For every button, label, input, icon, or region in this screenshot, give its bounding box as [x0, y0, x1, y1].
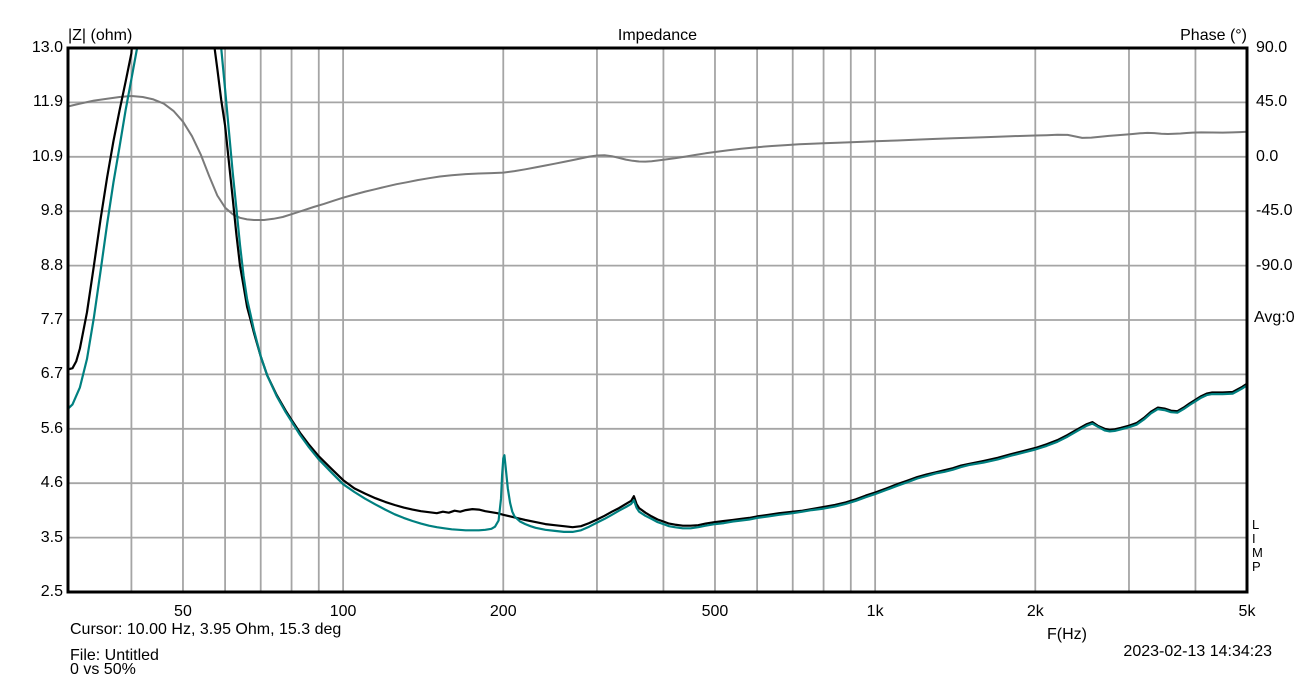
timestamp: 2023-02-13 14:34:23 — [1123, 643, 1272, 660]
y-left-tick-label: 10.9 — [31, 147, 63, 165]
x-tick-label: 2k — [1026, 603, 1044, 620]
impedance-measured-curve — [68, 48, 1247, 529]
overlay-compare-label: 0 vs 50% — [70, 661, 136, 678]
y-right-tick-label: 90.0 — [1256, 39, 1288, 56]
y-left-tick-label: 6.7 — [40, 365, 63, 383]
page-title: Impedance — [617, 27, 698, 44]
plot-border — [66, 46, 1249, 594]
avg-counter: Avg:0 — [1254, 309, 1295, 326]
right-axis-title: Phase (°) — [1180, 27, 1247, 44]
phase-deg-curve — [68, 95, 1247, 221]
x-tick-label: 200 — [489, 603, 517, 620]
y-right-tick-label: -45.0 — [1256, 202, 1293, 220]
y-left-tick-label: 4.6 — [40, 474, 63, 492]
x-tick-label: 100 — [329, 603, 357, 620]
y-left-tick-label: 3.5 — [40, 528, 63, 546]
x-tick-label: 500 — [701, 603, 729, 620]
y-left-tick-label: 13.0 — [31, 39, 63, 56]
x-tick-label: 5k — [1238, 603, 1256, 620]
y-left-tick-label: 11.9 — [33, 93, 63, 111]
left-axis-title: |Z| (ohm) — [68, 27, 133, 44]
x-axis-unit-label: F(Hz) — [1047, 626, 1087, 643]
file-name: File: Untitled — [70, 647, 159, 664]
y-left-tick-label: 9.8 — [40, 202, 63, 220]
x-tick-label: 50 — [174, 603, 192, 620]
y-left-tick-label: 8.8 — [40, 256, 63, 274]
y-right-tick-label: 45.0 — [1256, 93, 1288, 111]
y-right-tick-label: 0.0 — [1256, 147, 1279, 165]
y-left-tick-label: 2.5 — [40, 583, 63, 600]
cursor-readout: Cursor: 10.00 Hz, 3.95 Ohm, 15.3 deg — [70, 621, 342, 638]
x-tick-label: 1k — [866, 603, 884, 620]
impedance-overlay-curve — [68, 48, 1247, 534]
app-name-vertical: L I M P — [1252, 517, 1263, 574]
y-left-tick-label: 7.7 — [40, 311, 63, 328]
y-left-tick-label: 5.6 — [40, 419, 63, 437]
y-right-tick-label: -90.0 — [1256, 256, 1293, 274]
